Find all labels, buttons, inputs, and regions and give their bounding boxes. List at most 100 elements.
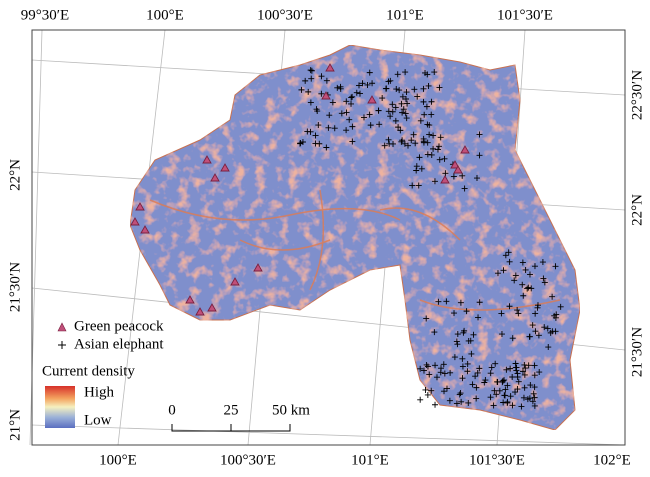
elephant-point [464, 360, 471, 367]
elephant-point [493, 391, 500, 398]
elephant-point [531, 362, 538, 369]
elephant-point [308, 67, 315, 74]
elephant-point [428, 111, 435, 118]
legend-title: Current density [42, 363, 135, 379]
elephant-point [459, 363, 466, 370]
scale-label: 50 km [272, 402, 310, 418]
elephant-point [487, 370, 494, 377]
elephant-point [421, 111, 428, 118]
peacock-symbol [57, 322, 67, 332]
elephant-point [527, 382, 534, 389]
elephant-point [488, 364, 495, 371]
elephant-point [440, 361, 447, 368]
elephant-point [299, 139, 306, 146]
elephant-point [349, 93, 356, 100]
elephant-point [308, 75, 315, 82]
elephant-point [360, 114, 367, 121]
elephant-point [481, 379, 488, 386]
peacock-point [453, 165, 463, 174]
scale-label: 0 [168, 402, 176, 418]
elephant-point [461, 185, 468, 192]
elephant-point [431, 69, 438, 76]
elephant-point [519, 281, 526, 288]
elephant-point [513, 367, 520, 374]
elephant-point [326, 112, 333, 119]
elephant-point [482, 377, 489, 384]
elephant-point [323, 144, 330, 151]
elephant-point [353, 89, 360, 96]
elephant-point [428, 98, 435, 105]
elephant-point [385, 136, 392, 143]
elephant-point [401, 140, 408, 147]
elephant-point [312, 140, 319, 147]
elephant-point [463, 308, 470, 315]
elephant-point [329, 99, 336, 106]
elephant-point [509, 335, 516, 342]
elephant-point [456, 391, 463, 398]
elephant-point [505, 249, 512, 256]
elephant-point [426, 371, 433, 378]
elephant-point [438, 365, 445, 372]
peacock-point [140, 225, 150, 234]
elephant-point [494, 270, 501, 277]
elephant-point [518, 403, 525, 410]
elephant-point [343, 109, 350, 116]
elephant-point [442, 170, 449, 177]
elephant-point [418, 165, 425, 172]
elephant-point [451, 310, 458, 317]
elephant-point [364, 81, 371, 88]
bottom-label: 100°E [99, 452, 137, 468]
elephant-point [506, 258, 513, 265]
elephant-point [487, 394, 494, 401]
elephant-point [400, 106, 407, 113]
peacock-point [450, 160, 460, 169]
elephant-point [515, 378, 522, 385]
elephant-point [531, 394, 538, 401]
elephant-point [512, 360, 519, 367]
peacock-point [130, 217, 140, 226]
elephant-point [411, 86, 418, 93]
elephant-point [451, 354, 458, 361]
elephant-point [532, 310, 539, 317]
legend-label: Green peacock [74, 318, 164, 334]
elephant-point [458, 398, 465, 405]
elephant-point [433, 374, 440, 381]
elephant-point [298, 86, 305, 93]
elephant-point [412, 140, 419, 147]
peacock-point [195, 307, 205, 316]
top-label: 101°E [386, 7, 424, 23]
elephant-point [302, 77, 309, 84]
elephant-point [459, 375, 466, 382]
elephant-point [454, 341, 461, 348]
elephant-point [453, 338, 460, 345]
elephant-point [514, 307, 521, 314]
elephant-point [428, 387, 435, 394]
elephant-point [476, 131, 483, 138]
elephant-point [521, 384, 528, 391]
top-label: 99°30′E [21, 7, 69, 23]
corridors [149, 189, 561, 311]
elephant-point [410, 131, 417, 138]
bottom-label: 101°30′E [469, 452, 525, 468]
elephant-point [369, 80, 376, 87]
elephant-point [376, 121, 383, 128]
elephant-point [504, 382, 511, 389]
study-area [129, 44, 581, 431]
elephant-point [474, 369, 481, 376]
elephant-point [348, 100, 355, 107]
elephant-point [443, 298, 450, 305]
elephant-point [502, 386, 509, 393]
elephant-point [524, 396, 531, 403]
elephant-point [521, 361, 528, 368]
elephant-point [509, 402, 516, 409]
elephant-point [514, 373, 521, 380]
scale-label: 25 [224, 402, 239, 418]
elephant-point [356, 82, 363, 89]
elephant-point [403, 95, 410, 102]
elephant-point [531, 402, 538, 409]
elephant-point [436, 156, 443, 163]
elephant-point [383, 85, 390, 92]
elephant-point [520, 292, 527, 299]
elephant-point [409, 182, 416, 189]
